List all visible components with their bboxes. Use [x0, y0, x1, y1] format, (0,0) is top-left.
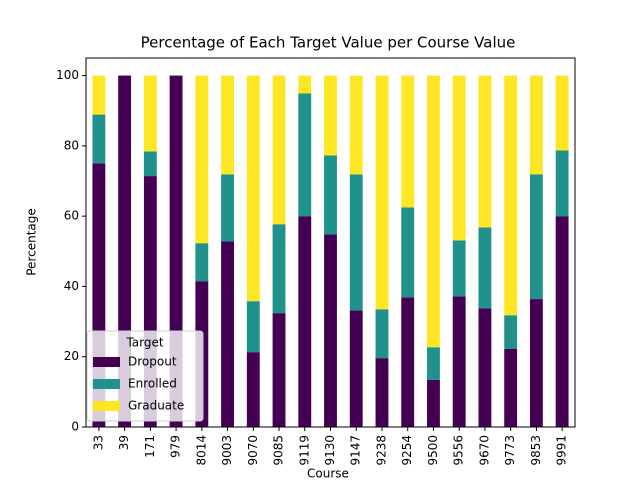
bar-segment	[246, 352, 260, 427]
y-tick-label: 100	[56, 68, 79, 82]
bar-segment	[349, 75, 363, 175]
bar-segment	[272, 224, 286, 314]
bar-segment	[375, 358, 389, 427]
x-tick-label: 171	[143, 435, 157, 458]
bar-segment	[529, 75, 543, 175]
bar-segment	[452, 296, 466, 427]
bar-segment	[478, 75, 492, 228]
bar-segment	[452, 75, 466, 241]
axes-frame	[85, 57, 576, 428]
legend-swatch	[93, 401, 120, 411]
x-tick-label: 9254	[400, 435, 414, 466]
bar-segment	[375, 75, 389, 310]
bar-segment	[401, 75, 415, 208]
bar-segment	[92, 75, 106, 115]
bar-segment	[427, 347, 440, 380]
bar-segment	[221, 241, 234, 427]
bar-segment	[143, 151, 157, 177]
x-tick-label: 9238	[374, 435, 388, 466]
bar-segment	[504, 348, 518, 427]
y-tick-label: 60	[64, 209, 79, 223]
bar-segment	[298, 216, 312, 427]
x-tick-label: 9130	[323, 435, 337, 466]
bar-segment	[529, 174, 543, 300]
bar-segment	[195, 243, 209, 282]
bar-segment	[478, 308, 492, 427]
x-tick-label: 9991	[555, 435, 569, 466]
x-tick-label: 9670	[477, 435, 491, 466]
x-tick-label: 9556	[452, 435, 466, 466]
bar-segment	[555, 150, 569, 217]
x-axis-label: Course	[307, 467, 349, 480]
bar-segment	[246, 75, 260, 302]
bar-segment	[221, 174, 234, 242]
bar-segment	[349, 174, 363, 311]
bar-segment	[324, 234, 337, 427]
x-tick-label: 9773	[503, 435, 517, 466]
bar-segment	[427, 379, 440, 427]
bar-segment	[478, 227, 492, 309]
y-axis-label: Percentage	[25, 208, 39, 276]
legend-label: Dropout	[128, 355, 177, 369]
legend-title: Target	[125, 336, 163, 350]
x-tick-label: 9003	[220, 435, 234, 466]
bar-segment	[298, 93, 312, 217]
x-tick-label: 9853	[529, 435, 543, 466]
bar-segment	[221, 75, 234, 175]
x-tick-label: 33	[91, 435, 105, 450]
legend-swatch	[93, 357, 120, 367]
bar-segment	[504, 75, 518, 316]
bar-segment	[401, 207, 415, 298]
bar-segment	[324, 75, 337, 156]
legend-label: Graduate	[128, 399, 184, 413]
bar-segment	[555, 216, 569, 427]
bar-segment	[555, 75, 569, 151]
x-tick-label: 9119	[297, 435, 311, 466]
bar-segment	[92, 114, 106, 164]
x-tick-label: 979	[169, 435, 183, 458]
bar-segment	[195, 75, 209, 244]
bar-segment	[375, 309, 389, 359]
bar-segment	[272, 313, 286, 427]
legend-label: Enrolled	[128, 377, 177, 391]
bar-segment	[504, 315, 518, 349]
chart-title: Percentage of Each Target Value per Cour…	[141, 34, 516, 52]
x-tick-label: 9500	[426, 435, 440, 466]
bar-segment	[452, 240, 466, 297]
bar-segment	[401, 297, 415, 427]
x-tick-label: 9147	[349, 435, 363, 466]
legend-swatch	[93, 379, 120, 389]
y-tick-label: 80	[64, 138, 79, 152]
bar-segment	[246, 301, 260, 353]
bar-segment	[143, 75, 157, 152]
bar-segment	[349, 310, 363, 427]
bar-segment	[529, 299, 543, 427]
y-tick-label: 40	[64, 279, 79, 293]
bar-segment	[298, 75, 312, 94]
x-tick-label: 8014	[194, 435, 208, 466]
bar-segment	[272, 75, 286, 225]
bar-segment	[324, 155, 337, 235]
y-tick-label: 0	[71, 420, 79, 434]
x-tick-label: 9070	[246, 435, 260, 466]
x-tick-label: 39	[117, 435, 131, 450]
bar-segment	[427, 75, 440, 348]
legend-box	[86, 330, 204, 422]
x-tick-label: 9085	[272, 435, 286, 466]
y-tick-label: 20	[64, 349, 79, 363]
